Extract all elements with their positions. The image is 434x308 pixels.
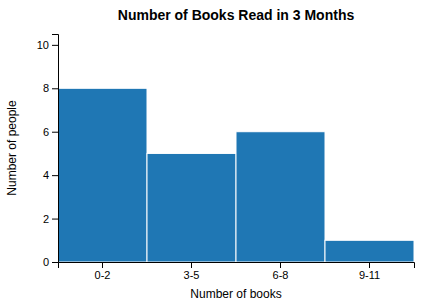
tick: 10 bbox=[37, 39, 58, 51]
tick: 8 bbox=[43, 82, 58, 94]
tick: 4 bbox=[43, 169, 58, 181]
tick-label: 8 bbox=[43, 82, 49, 94]
tick-label: 4 bbox=[43, 169, 49, 181]
tick-mark bbox=[191, 262, 192, 268]
title: Number of Books Read in 3 Months bbox=[118, 7, 355, 23]
bar bbox=[236, 132, 325, 262]
tick-mark bbox=[280, 262, 281, 268]
tick-label: 0 bbox=[43, 256, 49, 268]
tick-label: 6-8 bbox=[273, 269, 289, 281]
chart: 0 2 4 6 8 10 0-2 3-5 6-8 9-11 Number of Books Read… bbox=[0, 0, 434, 308]
tick-mark bbox=[102, 262, 103, 268]
tick-mark bbox=[52, 45, 58, 46]
tick-mark bbox=[52, 88, 58, 89]
tick: 9-11 bbox=[359, 262, 380, 281]
tick: 3-5 bbox=[184, 262, 200, 281]
tick-mark bbox=[52, 262, 58, 263]
tick: 0 bbox=[43, 256, 58, 268]
tick-mark bbox=[52, 219, 58, 220]
tick-label: 0-2 bbox=[95, 269, 111, 281]
tick-label: 6 bbox=[43, 126, 49, 138]
bar bbox=[325, 240, 414, 262]
tick-mark bbox=[52, 132, 58, 133]
axis-line bbox=[52, 35, 59, 263]
tick: 6-8 bbox=[273, 262, 289, 281]
tick: 6 bbox=[43, 126, 58, 138]
bar bbox=[58, 88, 147, 262]
tick-label: 9-11 bbox=[359, 269, 380, 281]
tick-label: 2 bbox=[43, 213, 49, 225]
bars bbox=[58, 88, 414, 262]
x-axis: 0-2 3-5 6-8 9-11 bbox=[59, 262, 415, 281]
tick: 2 bbox=[43, 213, 58, 225]
tick-label: 3-5 bbox=[184, 269, 200, 281]
plot: 0 2 4 6 8 10 0-2 3-5 6-8 9-11 bbox=[37, 35, 415, 281]
axis-line bbox=[59, 263, 415, 269]
bar bbox=[147, 153, 236, 262]
y-axis-title: Number of people bbox=[5, 100, 19, 196]
tick: 0-2 bbox=[95, 262, 111, 281]
tick-label: 10 bbox=[37, 39, 49, 51]
tick-mark bbox=[369, 262, 370, 268]
tick-mark bbox=[52, 175, 58, 176]
y-axis: 0 2 4 6 8 10 bbox=[37, 35, 59, 269]
x-axis-title: Number of books bbox=[190, 287, 281, 301]
